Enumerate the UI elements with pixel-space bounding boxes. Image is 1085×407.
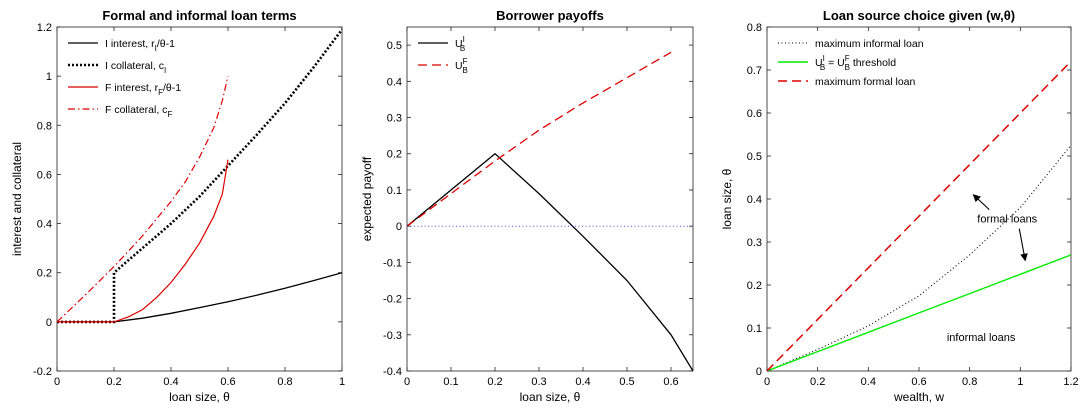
legend-label-f-interest-r-f-1: F interest, rF​/θ-1	[105, 82, 181, 97]
y-tick-label: 1	[46, 71, 52, 83]
plot-area	[406, 26, 694, 372]
x-tick-label: 0.6	[911, 376, 926, 388]
series-line-i-interest-r-i-1	[57, 272, 342, 323]
legend-label-maximum-formal-loan: maximum formal loan	[815, 76, 916, 88]
legend: maximum informal loan UIB​ = UFB​ thresho…	[778, 38, 924, 88]
x-tick-label: 0.3	[531, 376, 546, 388]
y-tick-label: 0.8	[747, 22, 762, 34]
y-tick-label: 0	[396, 221, 402, 233]
y-tick-label: 0.4	[747, 194, 762, 206]
x-tick-label: 0	[764, 376, 770, 388]
legend-label-maximum-informal-loan: maximum informal loan	[815, 38, 924, 50]
y-tick-label: 0.1	[747, 323, 762, 335]
legend-label-u-b-i: UIB​	[455, 35, 465, 53]
series-line-i-collateral-c-i	[57, 28, 342, 324]
x-tick-label: 1	[339, 376, 345, 388]
y-tick-label: 0.3	[747, 237, 762, 249]
legend-label-f-collateral-c-f: F collateral, cF​	[105, 104, 172, 119]
y-tick-label: 0.2	[747, 280, 762, 292]
y-axis-label: loan size, θ	[720, 168, 734, 229]
series-line-f-interest-r-f-1	[57, 159, 229, 323]
y-tick-label: -0.1	[383, 257, 402, 269]
series-line-u-b-i-u-b-f-threshold	[767, 254, 1071, 371]
x-tick-label: 0.4	[575, 376, 590, 388]
legend-label-i-collateral-c-i: I collateral, cI​	[105, 60, 166, 75]
annotation-informal-loans: informal loans	[947, 332, 1016, 344]
x-tick-label: 0.4	[163, 376, 178, 388]
plot-area	[56, 26, 343, 372]
legend-label-u-b-i-u-b-f-threshold: UIB​ = UFB​ threshold	[815, 54, 896, 72]
y-tick-label: 0.2	[37, 268, 52, 280]
y-axis-label: expected payoff	[360, 156, 374, 241]
chart-panel-3: 0 0.2 0.4 0.6 0.8 1 1.2 0 0.1 0.2 0.3 0.4 0.5 0.6 0.7 0…	[720, 8, 1079, 404]
annotation-formal-loans: formal loans	[977, 214, 1037, 226]
legend: UIB​ UFB​	[418, 35, 468, 75]
y-tick-label: 0.3	[387, 113, 402, 125]
y-tick-label: 0	[46, 317, 52, 329]
x-axis-label: loan size, θ	[520, 390, 581, 404]
x-tick-label: 0.8	[962, 376, 977, 388]
y-tick-label: 0.1	[387, 185, 402, 197]
y-tick-label: 0.4	[37, 219, 52, 231]
x-tick-label: 1	[1017, 376, 1023, 388]
series-line-u-b-f	[407, 51, 672, 227]
x-tick-label: 0.2	[487, 376, 502, 388]
x-tick-label: 0.4	[861, 376, 876, 388]
legend-label-u-b-f: UFB​	[455, 57, 468, 75]
x-axis-label: loan size, θ	[169, 390, 230, 404]
y-tick-label: 0	[756, 366, 762, 378]
chart-title: Borrower payoffs	[496, 8, 604, 23]
y-tick-label: 0.2	[387, 149, 402, 161]
x-tick-label: 0.1	[443, 376, 458, 388]
series-line-f-collateral-c-f	[57, 75, 229, 323]
y-tick-label: -0.2	[33, 366, 52, 378]
plot-area	[766, 26, 1072, 372]
series-line-maximum-formal-loan	[767, 60, 1071, 371]
y-tick-label: 0.7	[747, 65, 762, 77]
y-tick-label: 0.5	[387, 40, 402, 52]
x-axis-label: wealth, w	[893, 390, 944, 404]
x-tick-label: 0.8	[277, 376, 292, 388]
legend-label-i-interest-r-i-1: I interest, rI​/θ-1	[105, 38, 175, 53]
arrow-up-icon	[972, 194, 990, 211]
y-tick-label: 0.4	[387, 76, 402, 88]
x-tick-label: 0	[54, 376, 60, 388]
y-tick-label: 0.6	[37, 169, 52, 181]
y-tick-label: 0.8	[37, 120, 52, 132]
y-tick-label: 0.5	[747, 151, 762, 163]
chart-title: Formal and informal loan terms	[102, 8, 296, 23]
y-tick-label: 1.2	[37, 22, 52, 34]
chart-panel-2: 0 0.1 0.2 0.3 0.4 0.5 0.6 -0.4 -0.3 -0.2 -0.1 0 0.1 0…	[360, 8, 694, 404]
x-tick-label: 1.2	[1063, 376, 1078, 388]
chart-title: Loan source choice given (w,θ)	[823, 8, 1015, 23]
y-axis-label: interest and collateral	[10, 142, 24, 256]
chart-panel-1: 0 0.2 0.4 0.6 0.8 1-0.200.20.40.60.811.2Forma…	[10, 8, 345, 404]
x-tick-label: 0.6	[663, 376, 678, 388]
y-tick-label: 0.6	[747, 108, 762, 120]
y-tick-label: -0.2	[383, 294, 402, 306]
series-line-u-b-i	[407, 152, 693, 371]
x-tick-label: 0.6	[220, 376, 235, 388]
x-tick-label: 0	[404, 376, 410, 388]
y-tick-label: -0.3	[383, 330, 402, 342]
arrow-down-icon	[1018, 228, 1028, 262]
y-tick-label: -0.4	[383, 366, 402, 378]
x-tick-label: 0.5	[619, 376, 634, 388]
x-tick-label: 0.2	[106, 376, 121, 388]
legend: I interest, rI​/θ-1 I collateral, cI​ F in…	[68, 38, 181, 119]
x-tick-label: 0.2	[810, 376, 825, 388]
